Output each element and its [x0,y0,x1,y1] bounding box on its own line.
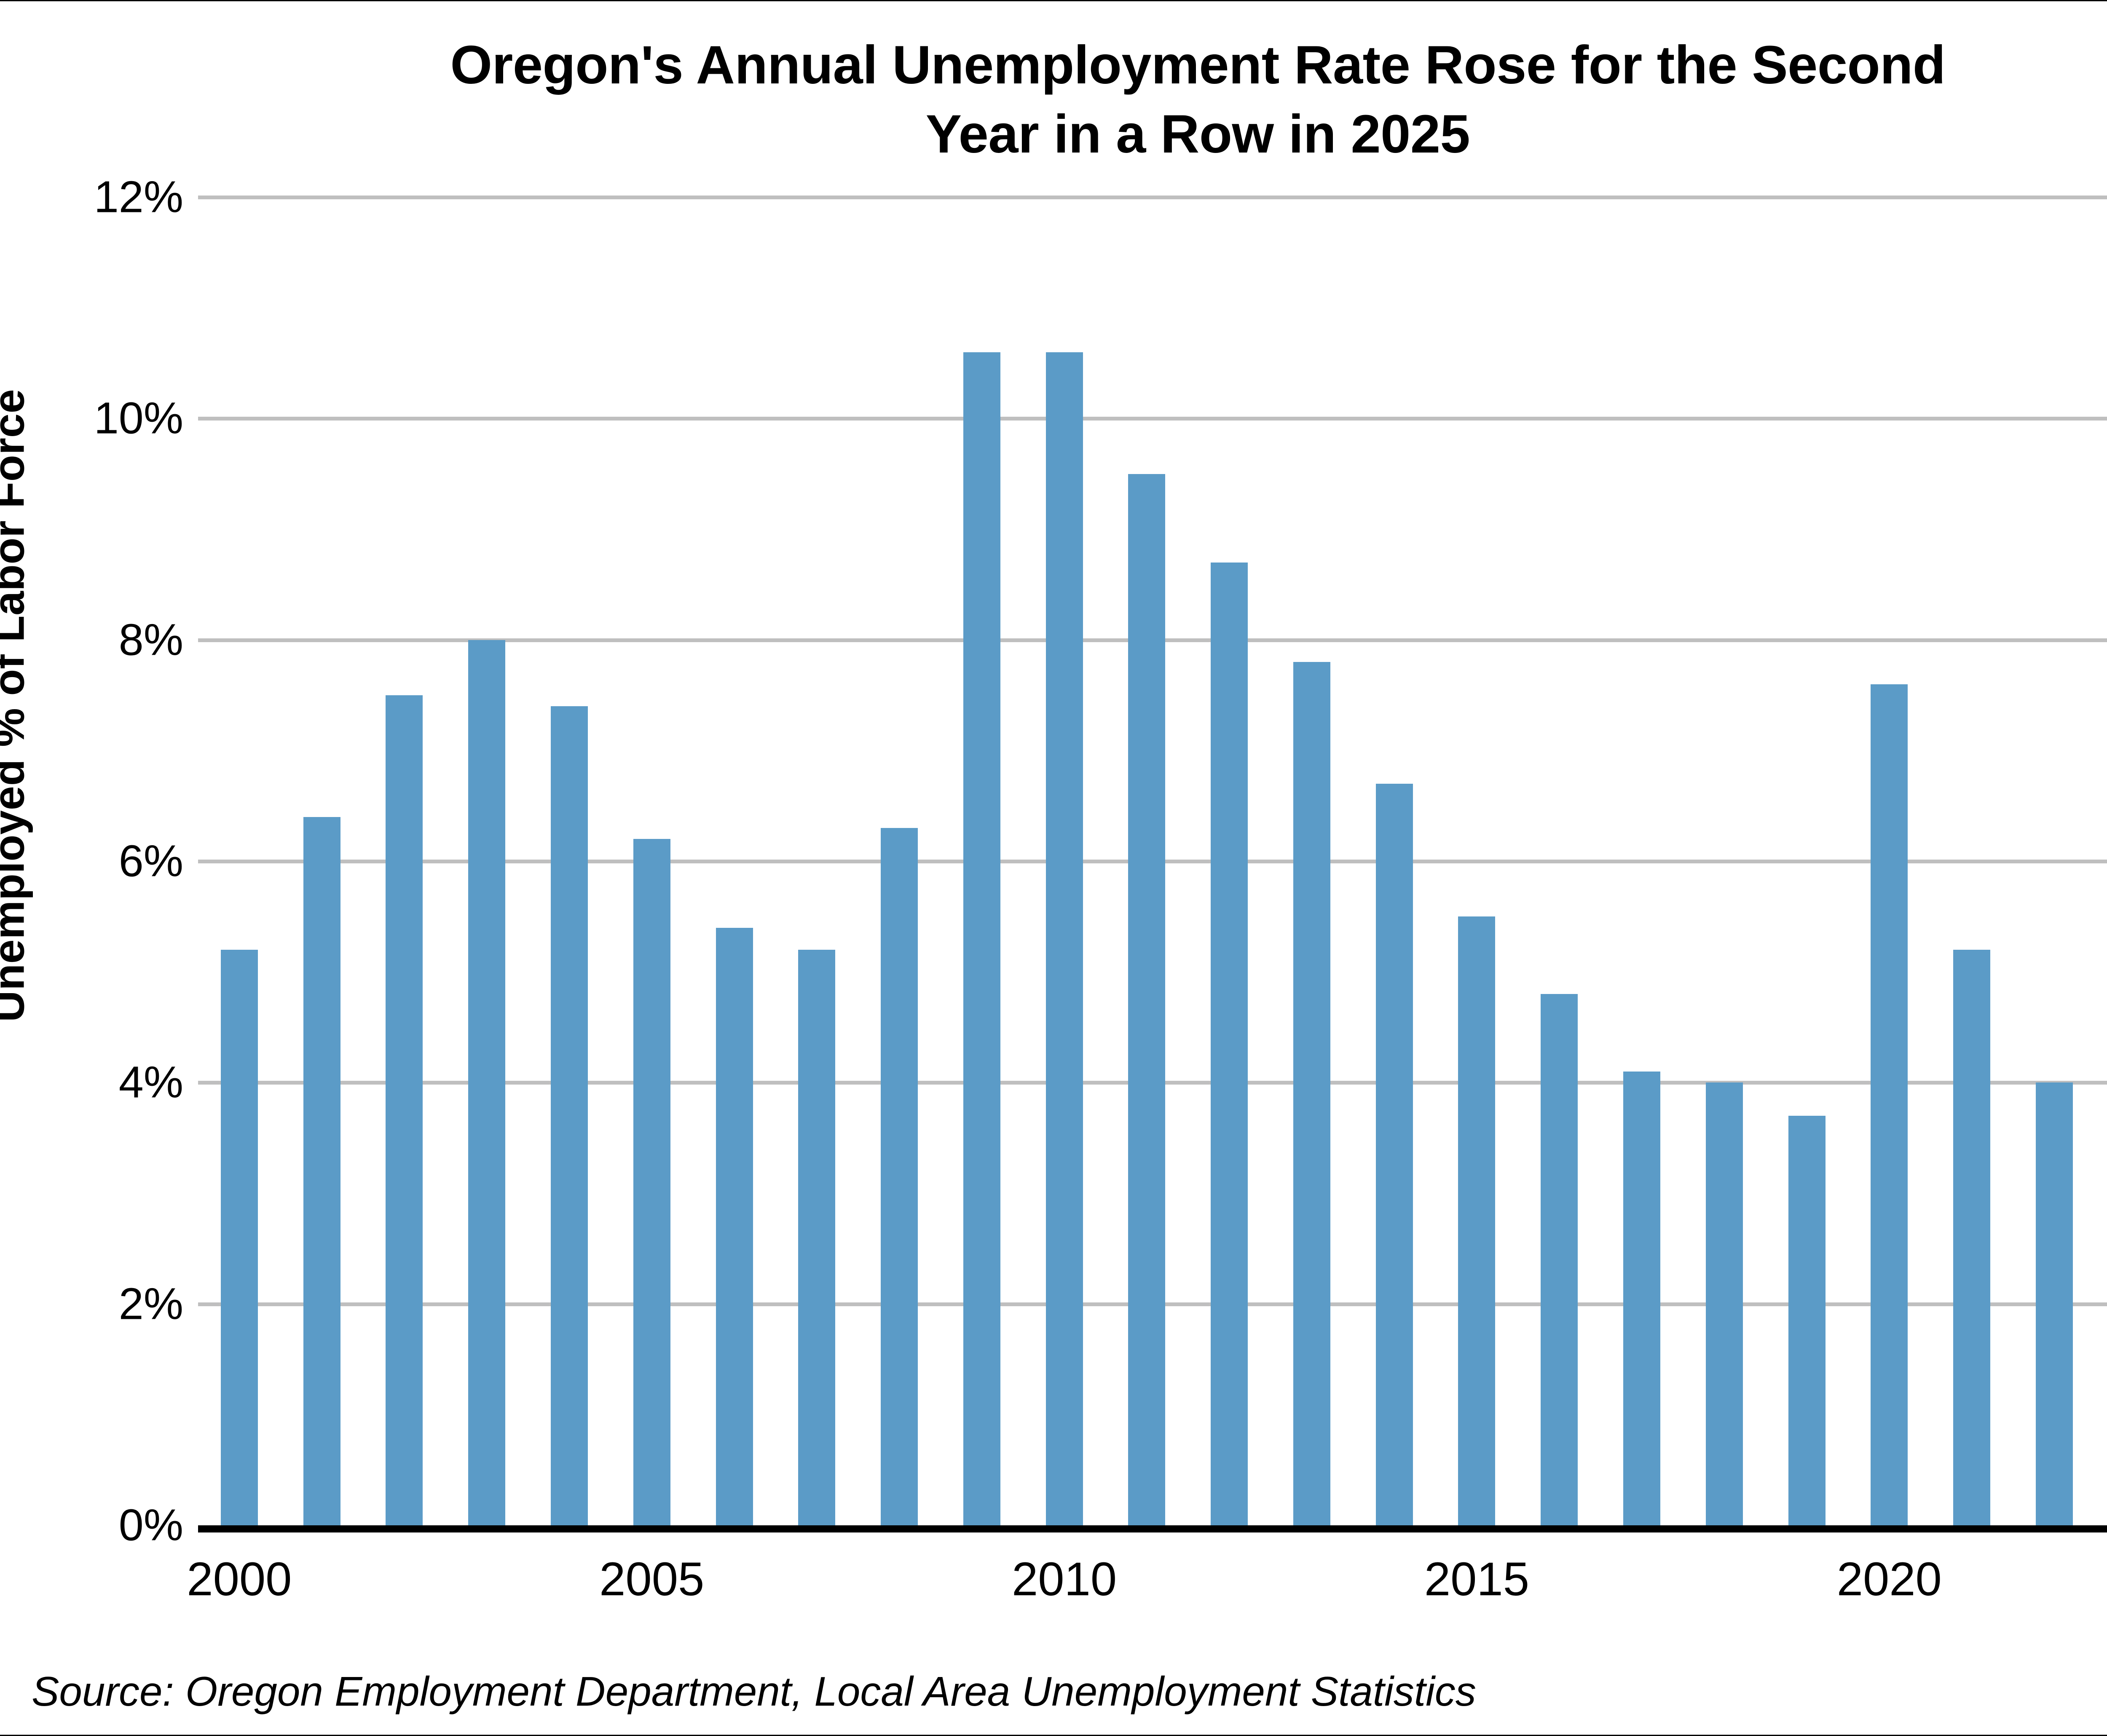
bar-2002[interactable] [386,695,423,1525]
y-tick-12: 12% [94,172,183,222]
x-tick-2015: 2015 [1424,1553,1529,1605]
bar-2005[interactable] [633,839,670,1525]
x-tick-2000: 2000 [187,1553,292,1605]
bar-2015[interactable] [1458,916,1496,1525]
plot-area [198,196,2107,1525]
bar-2010[interactable] [1045,352,1083,1525]
x-tick-2020: 2020 [1836,1553,1942,1605]
y-tick-8: 8% [118,615,183,665]
bar-2001[interactable] [303,817,340,1525]
bar-series [198,197,2107,1525]
bar-2019[interactable] [1788,1116,1826,1525]
gridline-10 [198,417,2107,421]
y-tick-4: 4% [118,1057,183,1107]
bar-2018[interactable] [1705,1082,1743,1525]
y-tick-6: 6% [118,836,183,886]
bar-2009[interactable] [963,352,1000,1525]
bar-2008[interactable] [881,828,918,1525]
chart-title: Oregon's Annual Unemployment Rate Rose f… [0,31,2107,169]
x-tick-2010: 2010 [1011,1553,1117,1605]
bar-2006[interactable] [716,927,753,1525]
bar-2003[interactable] [468,640,506,1525]
bar-2014[interactable] [1375,784,1413,1525]
chart-title-line-1: Oregon's Annual Unemployment Rate Rose f… [450,35,1946,95]
bar-2000[interactable] [220,950,258,1525]
bar-2011[interactable] [1128,474,1166,1525]
bar-2004[interactable] [550,706,588,1525]
x-tick-2005: 2005 [599,1553,705,1605]
y-axis-label: Unemployed % of Labor Force [0,389,34,1022]
x-axis-line [198,1525,2107,1532]
bar-2016[interactable] [1541,994,1578,1525]
y-tick-2: 2% [118,1279,183,1329]
bar-2017[interactable] [1623,1072,1660,1525]
bar-2021[interactable] [1953,950,1991,1525]
source-note: Source: Oregon Employment Department, Lo… [32,1668,1476,1715]
bar-2013[interactable] [1293,662,1330,1525]
bar-2020[interactable] [1871,684,1908,1525]
y-tick-10: 10% [94,393,183,443]
bar-2022[interactable] [2035,1082,2073,1525]
bar-2007[interactable] [798,950,836,1525]
bar-2012[interactable] [1211,562,1248,1525]
gridline-12 [198,196,2107,199]
y-tick-0: 0% [118,1500,183,1550]
chart-title-line-2: Year in a Row in 2025 [925,104,1470,164]
